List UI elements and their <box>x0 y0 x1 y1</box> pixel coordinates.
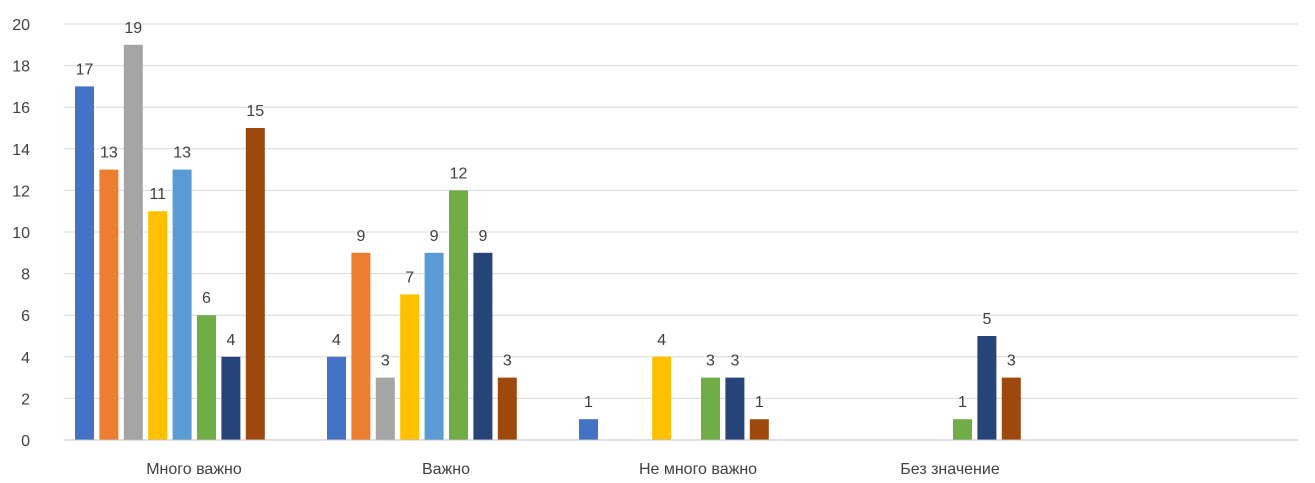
bars <box>75 44 1021 441</box>
bar <box>245 128 265 440</box>
bar <box>148 211 168 440</box>
data-label: 5 <box>982 311 991 328</box>
data-label: 4 <box>657 332 666 349</box>
data-label: 7 <box>405 269 414 286</box>
bar <box>197 315 216 440</box>
gridlines <box>64 23 1298 399</box>
bar <box>701 377 720 440</box>
bar <box>75 86 94 441</box>
y-tick-label: 12 <box>12 183 30 200</box>
data-label: 1 <box>958 394 967 411</box>
data-label: 3 <box>503 353 512 370</box>
data-label: 9 <box>430 228 439 245</box>
data-label: 11 <box>149 186 166 203</box>
category-label: Не много важно <box>639 461 757 478</box>
data-label: 3 <box>730 353 739 370</box>
bar <box>725 377 745 440</box>
data-label: 4 <box>332 332 341 349</box>
category-label: Без значение <box>900 461 1000 478</box>
data-label: 3 <box>1007 353 1016 370</box>
data-label: 1 <box>755 394 764 411</box>
bar <box>497 377 517 440</box>
data-label: 3 <box>381 353 390 370</box>
data-label: 19 <box>124 20 142 37</box>
x-axis-categories: Много важно Важно Не много важно Без значен… <box>146 461 1000 478</box>
y-tick-label: 6 <box>21 308 30 325</box>
data-label: 4 <box>226 332 235 349</box>
data-label: 9 <box>356 228 365 245</box>
y-tick-label: 2 <box>21 391 30 408</box>
y-tick-label: 18 <box>12 59 30 76</box>
data-label: 15 <box>246 103 264 120</box>
bar <box>221 356 241 440</box>
bar <box>123 44 143 441</box>
data-label: 3 <box>706 353 715 370</box>
data-label: 17 <box>76 61 94 78</box>
bar <box>172 169 192 440</box>
y-tick-label: 8 <box>21 267 30 284</box>
category-label: Важно <box>422 461 470 478</box>
bar <box>749 419 769 440</box>
bar <box>977 336 997 440</box>
y-tick-label: 20 <box>12 17 30 34</box>
bar <box>99 169 119 440</box>
bar <box>953 419 972 440</box>
bar <box>1001 377 1021 440</box>
category-label: Много важно <box>146 461 242 478</box>
data-label: 12 <box>450 165 468 182</box>
y-tick-label: 0 <box>21 433 30 450</box>
data-label: 13 <box>173 145 191 162</box>
y-tick-label: 14 <box>12 142 30 159</box>
y-tick-label: 16 <box>12 100 30 117</box>
data-label: 1 <box>584 394 593 411</box>
bar <box>449 190 468 440</box>
y-tick-label: 4 <box>21 350 30 367</box>
y-tick-label: 10 <box>12 225 30 242</box>
y-axis-ticks: 0 2 4 6 8 10 12 14 16 18 20 <box>12 17 30 450</box>
bar <box>473 252 493 440</box>
bar <box>351 252 371 440</box>
bar <box>579 419 598 440</box>
bar <box>400 294 420 440</box>
bar <box>327 356 346 440</box>
data-label: 9 <box>478 228 487 245</box>
data-label: 6 <box>202 290 211 307</box>
bar <box>424 252 444 440</box>
data-label: 13 <box>100 145 118 162</box>
bar <box>375 377 395 440</box>
bar <box>652 356 672 440</box>
